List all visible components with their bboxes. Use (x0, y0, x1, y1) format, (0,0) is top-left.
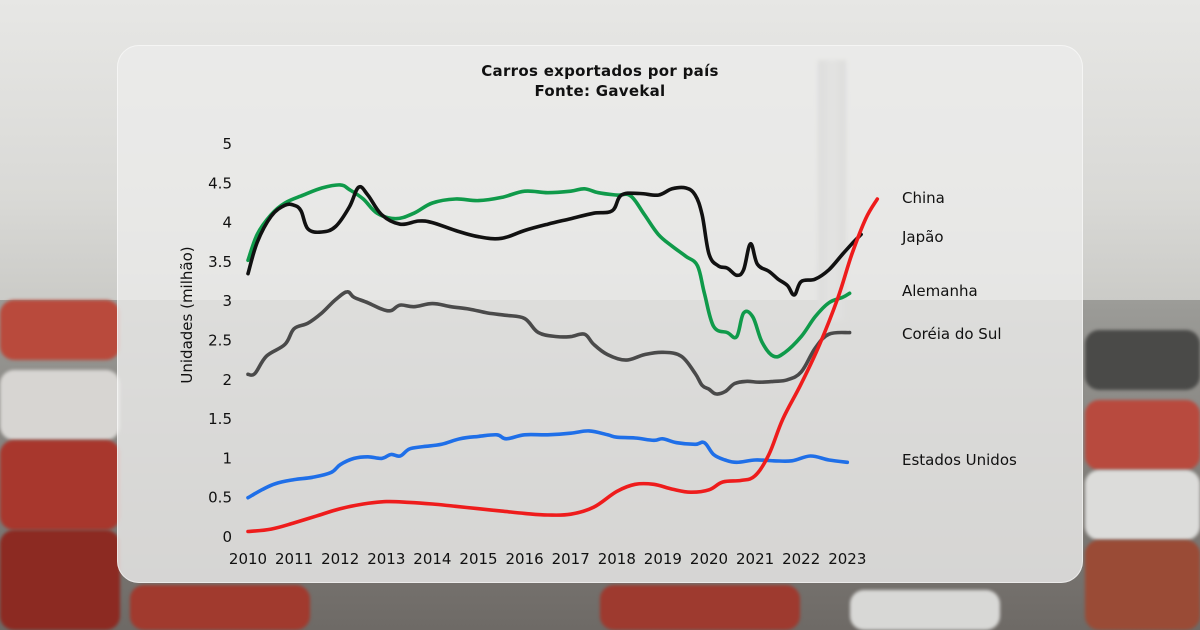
y-tick-label: 4 (222, 214, 232, 232)
x-tick-label: 2021 (736, 550, 774, 568)
x-tick-label: 2022 (782, 550, 820, 568)
y-tick-label: 2 (222, 371, 232, 389)
x-tick-label: 2015 (459, 550, 497, 568)
chart-subtitle: Fonte: Gavekal (534, 82, 666, 100)
series-labels: Coréia do Sul Alemanha Japão Estados Unidos… (901, 189, 1017, 469)
y-tick-label: 5 (222, 135, 232, 153)
series-lines (246, 183, 880, 534)
series-label-coreia-do-sul: Coréia do Sul (902, 325, 1002, 343)
x-tick-label: 2018 (598, 550, 636, 568)
x-tick-label: 2019 (644, 550, 682, 568)
car (600, 585, 800, 630)
car (1085, 330, 1200, 390)
car (0, 370, 120, 440)
car (0, 530, 120, 630)
y-tick-label: 0 (222, 528, 232, 546)
y-tick-label: 1 (222, 449, 232, 467)
x-tick-label: 2020 (690, 550, 728, 568)
y-ticks: 0 0.5 1 1.5 2 2.5 3 3.5 4 4.5 5 (208, 135, 232, 546)
car (1085, 400, 1200, 470)
x-tick-label: 2012 (321, 550, 359, 568)
car (850, 590, 1000, 630)
x-tick-label: 2023 (828, 550, 866, 568)
series-line-china (246, 197, 880, 534)
y-tick-label: 3 (222, 292, 232, 310)
chart-card (117, 45, 1083, 583)
series-label-alemanha: Alemanha (902, 282, 978, 300)
car (1085, 540, 1200, 630)
car (130, 585, 310, 630)
y-tick-label: 4.5 (208, 174, 232, 192)
x-tick-label: 2013 (367, 550, 405, 568)
series-label-estados-unidos: Estados Unidos (902, 451, 1017, 469)
x-tick-label: 2017 (552, 550, 590, 568)
chart-title: Carros exportados por país (481, 62, 719, 80)
car (1085, 470, 1200, 540)
x-tick-label: 2010 (229, 550, 267, 568)
x-tick-label: 2011 (275, 550, 313, 568)
car (0, 300, 120, 360)
x-tick-label: 2016 (506, 550, 544, 568)
x-ticks: 2010 2011 2012 2013 2014 2015 2016 2017 2018 2019… (229, 550, 866, 568)
series-label-china: China (902, 189, 945, 207)
series-line-alemanha (246, 183, 852, 359)
series-line-coreia-do-sul (246, 289, 852, 396)
series-line-estados-unidos (246, 429, 850, 500)
y-tick-label: 2.5 (208, 332, 232, 350)
x-tick-label: 2014 (413, 550, 451, 568)
y-tick-label: 3.5 (208, 253, 232, 271)
y-tick-label: 0.5 (208, 489, 232, 507)
car (0, 440, 120, 530)
series-line-japao (246, 184, 863, 297)
y-axis-label: Unidades (milhão) (178, 246, 196, 383)
y-tick-label: 1.5 (208, 410, 232, 428)
series-label-japao: Japão (901, 228, 944, 246)
